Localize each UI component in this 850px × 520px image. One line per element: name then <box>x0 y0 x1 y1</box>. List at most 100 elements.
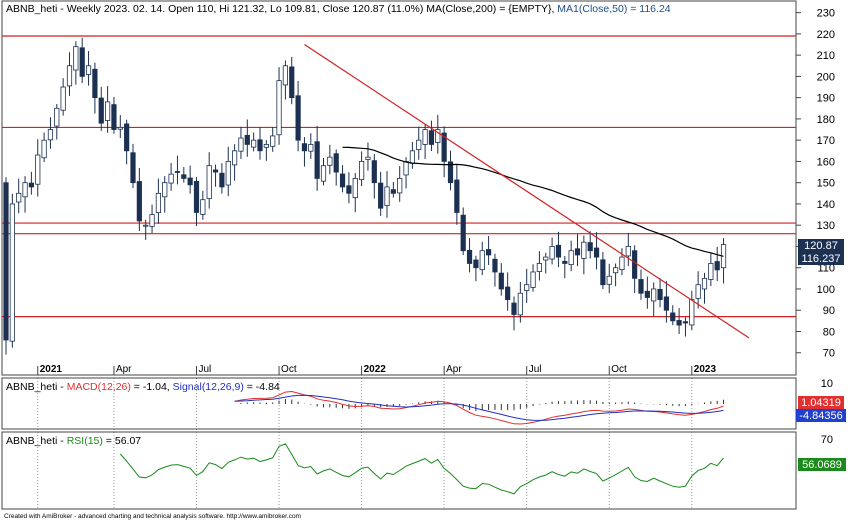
candle-body <box>422 129 428 145</box>
candle-body <box>251 139 257 148</box>
candle-body <box>587 242 593 252</box>
candle-body <box>117 127 123 130</box>
rsi-axis-tick: 70 <box>821 434 833 446</box>
candle-body <box>403 161 409 176</box>
candle-body <box>257 139 263 152</box>
candle-body <box>682 321 689 324</box>
candle-body <box>511 302 517 315</box>
trend-line <box>304 44 750 339</box>
candle-body <box>378 182 384 209</box>
time-tick-label: 2023 <box>694 364 717 375</box>
rsi-pane-frame <box>1 431 797 510</box>
candle-body <box>625 246 631 257</box>
signal-line <box>234 394 724 421</box>
candle-body <box>555 244 562 258</box>
candle-body <box>111 104 117 130</box>
price-tick-label: 160 <box>817 156 835 168</box>
price-tick-label: 220 <box>817 29 835 41</box>
candle-body <box>35 154 41 185</box>
candle-body <box>530 271 536 288</box>
rsi-line <box>119 443 724 495</box>
price-tick-label: 190 <box>817 93 835 105</box>
candle-body <box>270 135 276 147</box>
price-tick-label: 150 <box>817 178 835 190</box>
candle-body <box>593 247 600 258</box>
candle-body <box>644 290 650 298</box>
close-price-label: 120.87 <box>798 239 844 252</box>
price-pane-frame <box>1 0 797 376</box>
candle-body <box>181 174 187 179</box>
candle-body <box>498 272 504 290</box>
candle-body <box>41 139 47 159</box>
candle-body <box>397 178 403 194</box>
time-tick-label: Jul <box>199 364 212 375</box>
candle-body <box>187 177 193 186</box>
candle-body <box>3 182 9 341</box>
time-tick-label: Apr <box>446 364 462 375</box>
candle-body <box>231 150 238 166</box>
candle-body <box>124 123 130 152</box>
candle-body <box>651 288 657 302</box>
candle-body <box>346 185 352 194</box>
candle-body <box>632 250 638 279</box>
candle-body <box>206 165 212 199</box>
price-tick-label: 80 <box>823 326 835 338</box>
candle-body <box>473 259 479 269</box>
candle-body <box>574 248 581 256</box>
candle-body <box>352 178 358 198</box>
candle-body <box>460 214 466 252</box>
support-resistance-lines <box>2 35 796 318</box>
candle-body <box>708 263 714 280</box>
candle-body <box>517 292 523 316</box>
candle-body <box>358 161 365 180</box>
candle-body <box>16 192 22 203</box>
time-tick-label: 2022 <box>364 364 387 375</box>
price-tick-label: 180 <box>817 114 835 126</box>
candle-body <box>339 173 346 188</box>
candle-body <box>276 80 282 136</box>
candle-body <box>149 214 155 227</box>
candle-body <box>301 143 308 152</box>
candle-body <box>136 181 142 222</box>
candle-body <box>54 107 60 127</box>
candle-body <box>670 312 676 322</box>
candle-body <box>619 256 625 271</box>
price-tick-label: 110 <box>817 263 835 275</box>
candle-body <box>79 47 85 77</box>
macd-value-label: 1.04319 <box>798 396 844 409</box>
candle-body <box>73 46 79 71</box>
candle-body <box>689 299 695 326</box>
candle-body <box>479 250 485 271</box>
candle-body <box>447 161 454 184</box>
candle-body <box>105 101 111 121</box>
candle-body <box>9 203 15 342</box>
candle-body <box>162 182 168 198</box>
candle-body <box>466 249 473 264</box>
macd-pane-frame <box>1 377 797 430</box>
candle-body <box>409 150 416 164</box>
candle-body <box>98 97 104 124</box>
price-tick-label: 100 <box>817 284 835 296</box>
candle-body <box>663 296 670 311</box>
rsi-value: 56.0689 <box>802 459 842 471</box>
candle-body <box>606 275 612 285</box>
candle-body <box>638 279 644 294</box>
time-tick-label: Oct <box>281 364 297 375</box>
candle-body <box>289 66 295 99</box>
ma50-line <box>342 146 724 257</box>
candle-body <box>600 259 606 286</box>
price-header: ABNB_heti - Weekly 2023. 02. 14. Open 11… <box>6 3 671 15</box>
candlestick-series <box>3 37 727 355</box>
candle-body <box>244 134 250 145</box>
candle-body <box>435 129 441 143</box>
price-tick-label: 200 <box>817 71 835 83</box>
candle-body <box>416 139 422 151</box>
candle-body <box>60 86 66 111</box>
candle-body <box>524 284 530 291</box>
candle-body <box>701 277 708 290</box>
candle-body <box>492 258 498 273</box>
candle-body <box>327 156 333 166</box>
candle-body <box>371 160 377 184</box>
signal-value-label: -4.84356 <box>796 409 846 422</box>
